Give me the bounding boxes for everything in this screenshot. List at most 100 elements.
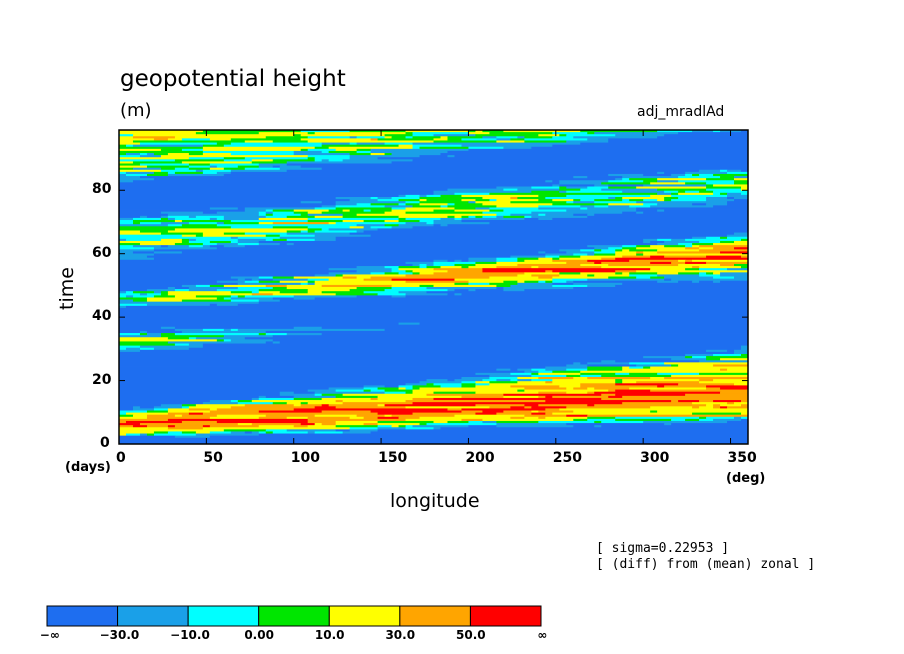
heatmap-cell [720, 240, 735, 244]
heatmap-cell [209, 425, 260, 428]
heatmap-cell [119, 410, 148, 413]
heatmap-cell [244, 404, 295, 407]
heatmap-cell [377, 138, 434, 141]
heatmap-cell [216, 414, 267, 418]
heatmap-cell [188, 412, 204, 416]
heatmap-cell [146, 289, 176, 292]
heatmap-cell [587, 377, 651, 380]
heatmap-cell [174, 136, 267, 139]
heatmap-cell [181, 224, 218, 227]
heatmap-cell [531, 374, 567, 378]
level-note: [ sigma=0.22953 ] [596, 541, 730, 556]
heatmap-cell [741, 412, 749, 416]
heatmap-cell [601, 425, 749, 428]
heatmap-cell [433, 383, 462, 386]
heatmap-cell [216, 142, 232, 146]
heatmap-cell [265, 209, 274, 213]
heatmap-cell [153, 431, 169, 434]
heatmap-cell [657, 385, 665, 388]
heatmap-cell [119, 412, 127, 416]
heatmap-cell [391, 268, 399, 271]
heatmap-cell [230, 240, 239, 244]
heatmap-cell [335, 400, 344, 403]
heatmap-cell [454, 155, 749, 158]
heatmap-cell [335, 201, 406, 204]
heatmap-cell [664, 255, 707, 259]
heatmap-cell [573, 176, 588, 179]
heatmap-cell [699, 266, 742, 269]
heatmap-cell [475, 134, 539, 137]
heatmap-cell [482, 270, 546, 273]
heatmap-cell [307, 416, 351, 420]
heatmap-cell [622, 249, 630, 252]
heatmap-cell [594, 184, 609, 187]
heatmap-cell [119, 276, 232, 280]
heatmap-cell [594, 213, 749, 217]
heatmap-cell [573, 280, 658, 284]
heatmap-cell [314, 391, 385, 395]
heatmap-cell [594, 199, 623, 202]
heatmap-cell [741, 169, 749, 173]
heatmap-cell [412, 402, 623, 405]
heatmap-cell [125, 433, 141, 437]
heatmap-cell [300, 201, 323, 204]
heatmap-cell [251, 291, 260, 294]
heatmap-cell [468, 266, 497, 269]
heatmap-cell [461, 395, 504, 399]
heatmap-cell [587, 186, 609, 190]
heatmap-cell [265, 333, 288, 336]
heatmap-cell [531, 215, 588, 219]
heatmap-cell [300, 402, 309, 405]
heatmap-cell [258, 240, 644, 244]
heatmap-cell [146, 433, 155, 437]
heatmap-cell [608, 173, 644, 177]
heatmap-cell [286, 169, 700, 173]
heatmap-cell [608, 186, 637, 190]
heatmap-cell [251, 278, 260, 282]
heatmap-cell [706, 236, 721, 240]
heatmap-cell [216, 339, 225, 342]
heatmap-cell [286, 215, 316, 219]
heatmap-cell [181, 220, 232, 223]
heatmap-cell [293, 397, 323, 401]
heatmap-cell [188, 287, 239, 290]
heatmap-cell [216, 297, 225, 300]
colorbar-swatch [117, 605, 189, 627]
heatmap-cell [608, 138, 749, 141]
heatmap-cell [335, 222, 406, 225]
heatmap-cell [391, 136, 406, 139]
heatmap-cell [328, 387, 365, 390]
heatmap-cell [335, 406, 406, 409]
heatmap-cell [713, 280, 721, 284]
heatmap-cell [524, 389, 609, 393]
heatmap-cell [699, 360, 749, 363]
heatmap-cell [119, 316, 749, 319]
heatmap-cell [119, 330, 141, 334]
heatmap-cell [601, 393, 616, 397]
heatmap-cell [202, 427, 351, 430]
heatmap-cell [119, 370, 525, 374]
heatmap-cell [629, 366, 644, 370]
heatmap-cell [119, 379, 427, 382]
heatmap-cell [622, 402, 693, 405]
heatmap-cell [531, 190, 560, 194]
heatmap-cell [405, 261, 434, 265]
heatmap-cell [524, 138, 588, 141]
heatmap-cell [363, 385, 385, 388]
heatmap-cell [468, 215, 476, 219]
heatmap-cell [706, 387, 721, 390]
heatmap-cell [454, 379, 483, 382]
heatmap-cell [601, 420, 644, 424]
heatmap-cell [139, 153, 148, 156]
heatmap-cell [699, 249, 749, 252]
heatmap-cell [405, 203, 420, 206]
heatmap-cell [643, 238, 658, 242]
heatmap-cell [188, 222, 218, 225]
heatmap-cell [496, 261, 567, 265]
heatmap-cell [342, 274, 406, 277]
heatmap-cell [496, 259, 518, 263]
heatmap-cell [601, 266, 693, 269]
heatmap-cell [356, 148, 371, 152]
heatmap-cell [636, 207, 749, 210]
